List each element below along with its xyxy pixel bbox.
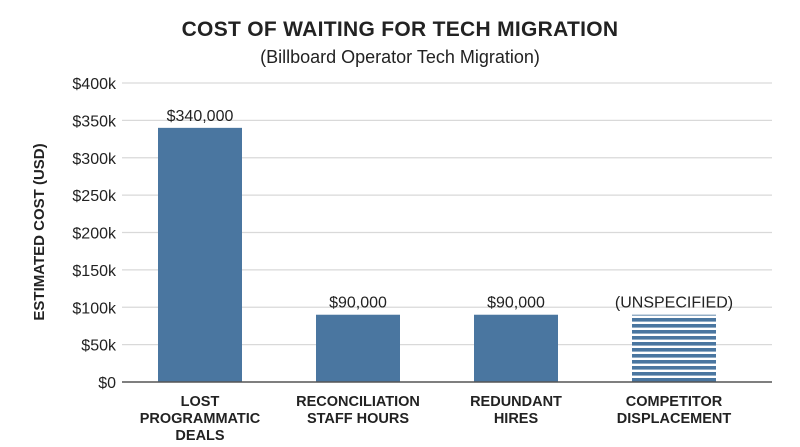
x-tick-label: COMPETITOR [626,394,723,410]
data-label: $90,000 [329,295,387,312]
x-tick-label: RECONCILIATION [296,394,420,410]
y-axis-label: ESTIMATED COST (USD) [31,143,48,320]
x-tick-label: HIRES [494,411,539,427]
bar-hatched [632,314,716,382]
x-tick-label: DISPLACEMENT [617,411,732,427]
y-tick-label: $250k [72,188,117,205]
y-tick-label: $100k [72,300,117,317]
y-tick-label: $0 [98,375,116,392]
x-tick-label: REDUNDANT [470,394,562,410]
bar [474,314,558,382]
x-tick-label: LOST [181,394,220,410]
y-tick-label: $50k [81,338,117,355]
y-tick-label: $300k [72,151,117,168]
y-tick-label: $200k [72,226,117,243]
bar [316,314,400,382]
y-tick-label: $400k [72,76,117,93]
y-tick-label: $350k [72,113,117,130]
data-label: (UNSPECIFIED) [615,295,733,312]
chart-title: COST OF WAITING FOR TECH MIGRATION [181,18,619,41]
data-label: $90,000 [487,295,545,312]
data-label: $340,000 [167,108,234,125]
chart-subtitle: (Billboard Operator Tech Migration) [260,47,540,67]
y-tick-label: $150k [72,263,117,280]
x-tick-label: PROGRAMMATIC [140,411,261,427]
x-tick-label: DEALS [175,428,224,444]
bar [158,127,242,382]
x-tick-label: STAFF HOURS [307,411,409,427]
